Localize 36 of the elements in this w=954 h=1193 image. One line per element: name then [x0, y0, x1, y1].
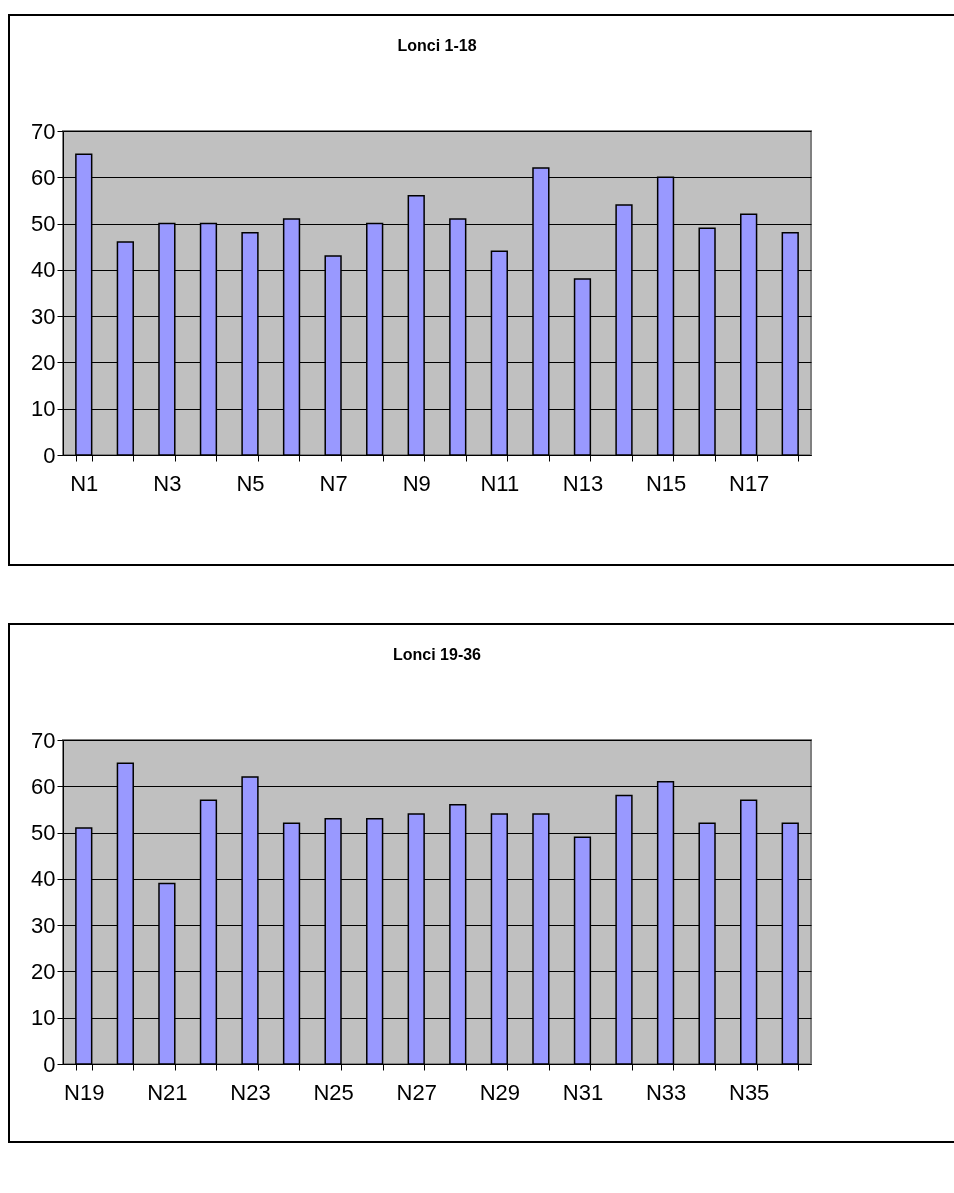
x-tick-label: N29	[479, 1079, 521, 1105]
x-tick-label: N11	[480, 470, 520, 496]
y-tick-label: 60	[31, 773, 56, 799]
y-tick-label: 30	[31, 303, 56, 329]
x-tick-label: N31	[562, 1079, 604, 1105]
x-tick-label: N13	[562, 470, 604, 496]
x-tick-label: N1	[70, 470, 99, 496]
y-tick-label: 20	[31, 958, 56, 984]
chart-title: Lonci 1-18	[397, 37, 477, 54]
x-tick-label: N7	[319, 470, 348, 496]
x-tick-label: N19	[64, 1079, 105, 1105]
y-tick-label: 40	[31, 866, 56, 892]
y-tick-label: 0	[43, 1051, 56, 1077]
x-tick-label: N21	[147, 1079, 188, 1105]
x-tick-label: N35	[728, 1079, 770, 1105]
chart-title: Lonci 19-36	[392, 646, 482, 663]
x-tick-label: N27	[396, 1079, 437, 1105]
y-tick-label: 70	[31, 727, 56, 753]
x-tick-label: N9	[402, 470, 431, 496]
y-tick-label: 40	[31, 257, 56, 283]
x-tick-label: N15	[645, 470, 687, 496]
y-tick-label: 50	[31, 820, 56, 846]
x-tick-label: N3	[153, 470, 182, 496]
y-tick-label: 70	[31, 118, 56, 144]
x-tick-label: N5	[236, 470, 265, 496]
y-tick-label: 0	[43, 442, 56, 468]
y-tick-label: 10	[31, 1005, 56, 1031]
y-tick-label: 50	[31, 211, 56, 237]
x-tick-label: N33	[645, 1079, 687, 1105]
x-tick-label: N17	[728, 470, 770, 496]
y-tick-label: 30	[31, 912, 56, 938]
y-tick-label: 20	[31, 349, 56, 375]
y-tick-label: 10	[31, 396, 56, 422]
x-tick-label: N23	[230, 1079, 271, 1105]
y-tick-label: 60	[31, 164, 56, 190]
x-tick-label: N25	[313, 1079, 354, 1105]
